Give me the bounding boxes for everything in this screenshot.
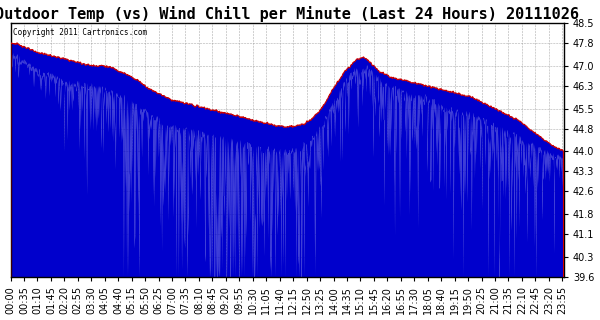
Title: Outdoor Temp (vs) Wind Chill per Minute (Last 24 Hours) 20111026: Outdoor Temp (vs) Wind Chill per Minute … [0,5,579,21]
Text: Copyright 2011 Cartronics.com: Copyright 2011 Cartronics.com [13,28,148,37]
